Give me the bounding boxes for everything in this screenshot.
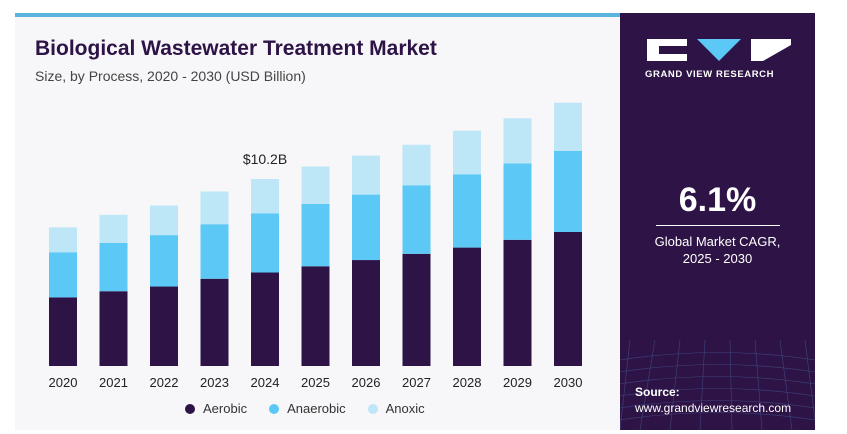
legend-label-anoxic: Anoxic: [385, 401, 425, 416]
x-tick-label-2026: 2026: [352, 375, 381, 390]
bar-anoxic-2020: [49, 227, 77, 253]
bar-aerobic-2021: [99, 291, 128, 366]
data-label-2024: $10.2B: [243, 151, 287, 167]
bar-aerobic-2030: [554, 232, 582, 366]
bar-aerobic-2023: [200, 278, 229, 366]
legend-item-anaerobic: Anaerobic: [269, 401, 346, 416]
bar-anaerobic-2026: [352, 194, 380, 261]
source-url: www.grandviewresearch.com: [635, 401, 792, 415]
cagr-label-line1: Global Market CAGR,: [654, 234, 781, 249]
bar-aerobic-2022: [150, 286, 178, 366]
legend-swatch-anaerobic: [269, 403, 280, 414]
bar-anoxic-2027: [402, 144, 431, 186]
chart-subtitle: Size, by Process, 2020 - 2030 (USD Billi…: [35, 68, 306, 84]
legend-label-anaerobic: Anaerobic: [287, 401, 346, 416]
grand-view-research-logo: [647, 39, 791, 61]
bar-anoxic-2028: [453, 130, 481, 175]
bar-aerobic-2024: [251, 272, 279, 366]
bar-anaerobic-2020: [49, 252, 77, 298]
chart-panel: Biological Wastewater Treatment Market S…: [15, 13, 620, 430]
legend-swatch-aerobic: [185, 403, 195, 414]
legend-item-anoxic: Anoxic: [367, 401, 425, 416]
bar-anaerobic-2023: [200, 224, 229, 279]
bar-anaerobic-2024: [251, 213, 279, 273]
bar-aerobic-2029: [503, 239, 532, 366]
bar-anoxic-2021: [99, 214, 128, 243]
bar-chart: 2020 2021 2022 2023 2024 $10.2B 2025 2026 2027 20…: [49, 102, 583, 390]
chart-title: Biological Wastewater Treatment Market: [35, 37, 437, 60]
chart-legend: Aerobic Anaerobic Anoxic: [185, 401, 425, 416]
bar-anaerobic-2030: [554, 150, 582, 232]
bar-anoxic-2022: [150, 205, 178, 236]
x-tick-label-2021: 2021: [99, 375, 128, 390]
source-label: Source:: [635, 385, 680, 399]
bar-anaerobic-2027: [402, 185, 431, 254]
legend-label-aerobic: Aerobic: [203, 401, 248, 416]
bar-aerobic-2028: [453, 247, 481, 366]
bar-anaerobic-2028: [453, 174, 481, 248]
infographic-card: Biological Wastewater Treatment Market S…: [15, 13, 815, 430]
bar-anaerobic-2029: [503, 163, 532, 240]
cagr-value: 6.1%: [678, 181, 757, 219]
sidebar-panel: GRAND VIEW RESEARCH 6.1% Global Market C…: [620, 13, 815, 430]
bar-aerobic-2025: [301, 266, 330, 366]
bar-anoxic-2026: [352, 155, 380, 195]
x-tick-label-2030: 2030: [554, 375, 583, 390]
x-tick-label-2020: 2020: [49, 375, 78, 390]
bar-anaerobic-2025: [301, 203, 330, 267]
bar-anoxic-2025: [301, 166, 330, 204]
legend-item-aerobic: Aerobic: [185, 401, 247, 416]
grid-background-graphic: [620, 340, 815, 430]
x-tick-label-2024: 2024: [251, 375, 280, 390]
x-tick-label-2023: 2023: [200, 375, 229, 390]
bar-anoxic-2029: [503, 118, 532, 164]
bar-anaerobic-2022: [150, 235, 178, 287]
bar-aerobic-2027: [402, 253, 431, 366]
cagr-label: Global Market CAGR, 2025 - 2030: [620, 233, 815, 267]
bar-anoxic-2030: [554, 102, 582, 151]
legend-swatch-anoxic: [367, 403, 378, 414]
cagr-label-line2: 2025 - 2030: [682, 251, 753, 266]
x-tick-label-2029: 2029: [503, 375, 532, 390]
x-tick-label-2027: 2027: [402, 375, 431, 390]
x-tick-label-2022: 2022: [150, 375, 179, 390]
bar-anaerobic-2021: [99, 242, 128, 292]
bar-anoxic-2024: [251, 179, 279, 214]
bar-aerobic-2026: [352, 260, 380, 366]
brand-name: GRAND VIEW RESEARCH: [645, 69, 775, 80]
x-tick-label-2028: 2028: [453, 375, 482, 390]
bar-aerobic-2020: [49, 297, 77, 366]
x-tick-label-2025: 2025: [301, 375, 330, 390]
cagr-divider: [656, 225, 780, 226]
bar-anoxic-2023: [200, 191, 229, 225]
